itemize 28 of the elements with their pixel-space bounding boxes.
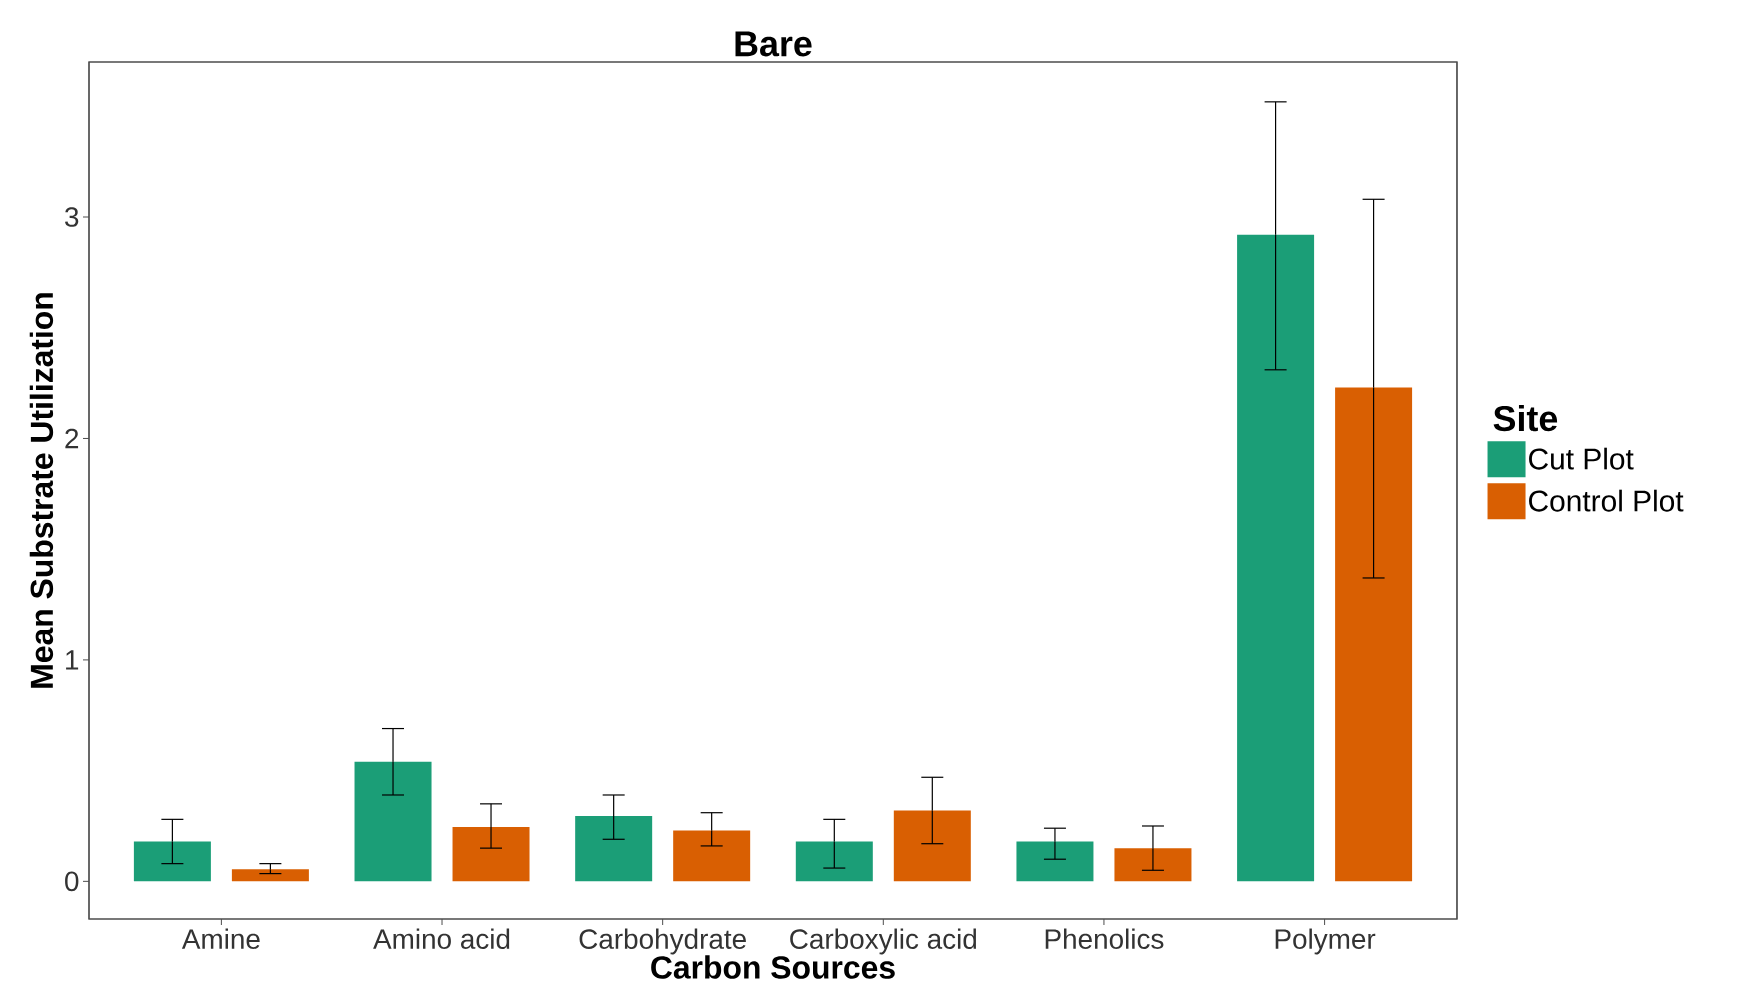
x-tick-label: Carboxylic acid	[790, 928, 977, 955]
bar	[1335, 387, 1413, 882]
bar	[1237, 234, 1315, 882]
bar	[231, 869, 309, 882]
x-axis-title: Carbon Sources	[651, 955, 895, 979]
y-axis-title: Mean Substrate Utilization	[29, 293, 54, 688]
x-tick-label: Amino acid	[373, 928, 510, 949]
bar	[133, 841, 211, 882]
legend-label: Control Plot	[1529, 489, 1684, 512]
y-tick-label: 0	[65, 871, 79, 892]
bar	[452, 827, 530, 882]
chart-title: Bare	[735, 31, 812, 57]
bar	[1016, 841, 1094, 882]
bar	[575, 816, 653, 882]
bar	[354, 761, 432, 882]
bar	[893, 810, 971, 882]
legend-title: Site	[1493, 404, 1558, 432]
bar	[795, 841, 873, 882]
y-tick-label: 2	[65, 428, 79, 449]
legend-label: Cut Plot	[1529, 447, 1634, 470]
x-tick-label: Carbohydrate	[579, 928, 746, 955]
y-tick-label: 3	[65, 207, 79, 227]
bar	[1114, 848, 1192, 882]
x-tick-label: Phenolics	[1045, 928, 1164, 949]
x-tick-label: Amine	[181, 928, 260, 949]
x-tick-label: Polymer	[1275, 928, 1376, 955]
y-tick-label: 1	[66, 650, 79, 670]
bar	[673, 830, 751, 882]
